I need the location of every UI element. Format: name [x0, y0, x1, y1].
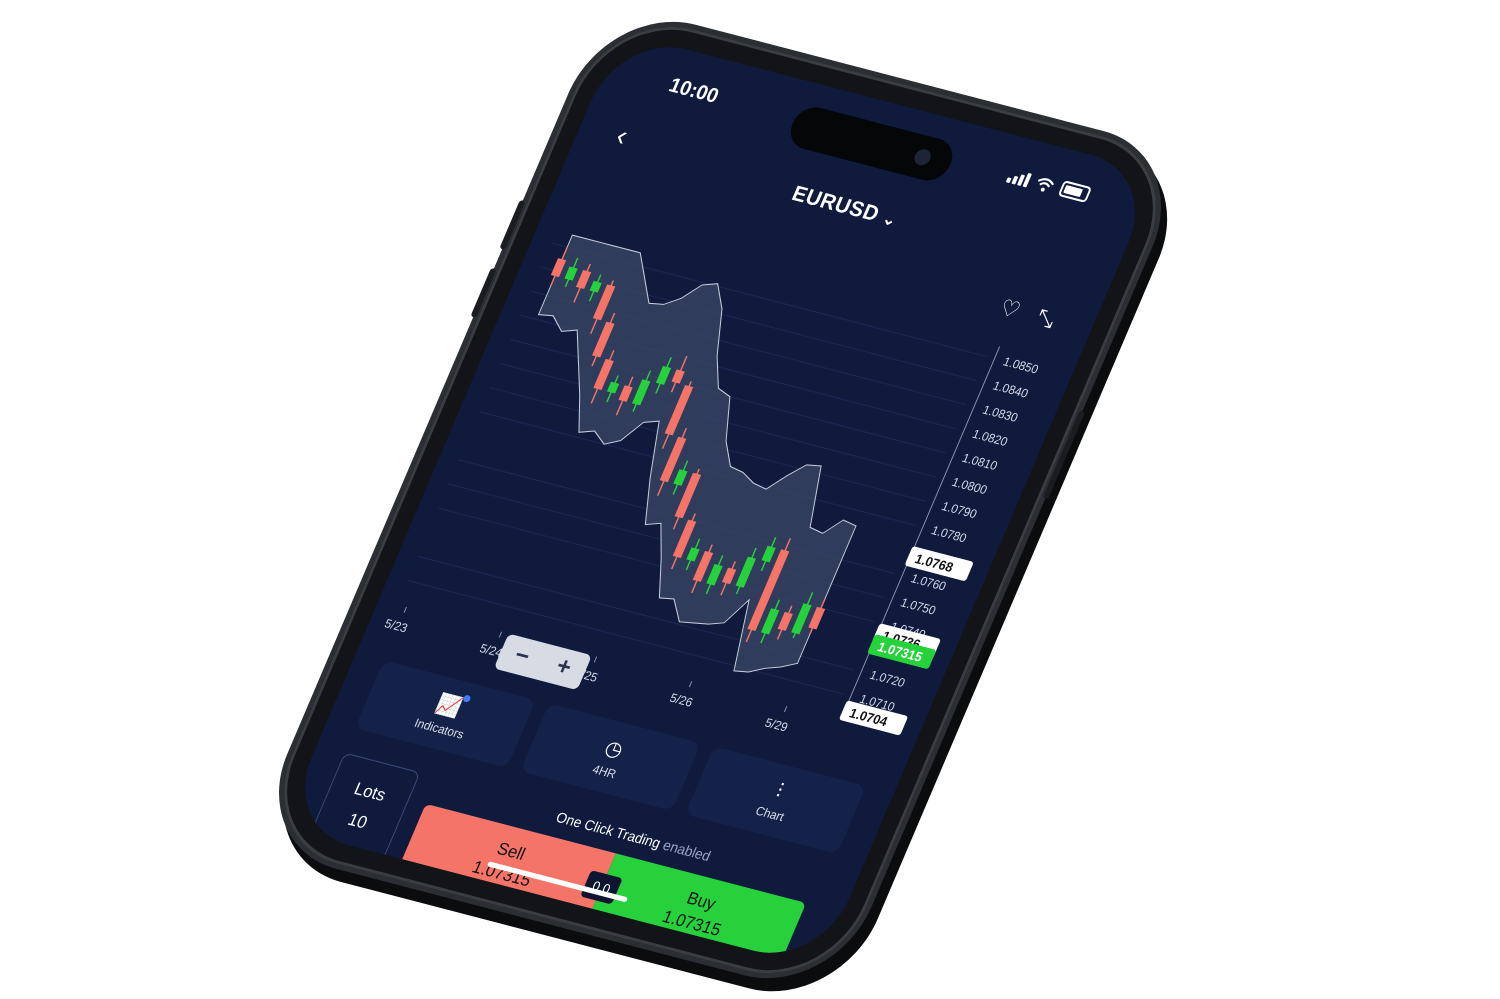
zoom-out-button[interactable]: −: [510, 641, 535, 671]
price-chart[interactable]: 1.08501.08401.08301.08201.08101.08001.07…: [364, 216, 1080, 774]
y-tick-label: 1.0830: [980, 403, 1020, 425]
price-marker: [905, 546, 973, 581]
tab-indicators-label: Indicators: [412, 715, 467, 742]
tab-indicators[interactable]: 📈 Indicators: [354, 660, 536, 768]
tab-timeframe-label: 4HR: [590, 761, 619, 781]
candle-body: [655, 365, 672, 385]
signal-icon: [1005, 169, 1032, 188]
candle-body: [618, 385, 633, 402]
candle-body: [593, 358, 614, 390]
status-time: 10:00: [665, 74, 722, 108]
x-tick: [783, 705, 788, 713]
y-tick-label: 1.0850: [1001, 354, 1041, 376]
grid-line: [407, 579, 844, 695]
indicators-icon: 📈: [432, 690, 473, 720]
x-tick-label: 5/29: [763, 715, 791, 734]
sell-label: Sell: [494, 838, 529, 864]
candle-body: [632, 379, 651, 406]
candle-body: [747, 549, 790, 631]
symbol-label: EURUSD: [788, 181, 883, 227]
x-tick: [593, 656, 598, 663]
y-tick-label: 1.0780: [929, 523, 969, 545]
lots-value: 10: [344, 809, 371, 833]
y-tick-label: 1.0820: [970, 427, 1010, 449]
x-tick: [403, 606, 408, 613]
price-marker: [867, 634, 936, 669]
x-tick: [688, 681, 693, 688]
app-screen: 10:00 ‹ EURUSD⌄ ♡ ⤡: [281, 32, 1159, 968]
candle-body: [721, 567, 737, 585]
collapse-arrows-icon[interactable]: ⤡: [1032, 303, 1060, 333]
candle-body: [735, 556, 756, 588]
y-tick-label: 1.0840: [991, 378, 1031, 400]
candle-body: [808, 606, 826, 630]
x-tick: [498, 631, 503, 638]
wifi-icon: [1037, 178, 1055, 192]
y-axis-line: [840, 346, 1001, 721]
candle-body: [686, 547, 700, 562]
x-tick-label: 5/26: [668, 691, 696, 710]
candle-body: [671, 369, 685, 384]
camera-icon: [911, 147, 934, 167]
candle-body: [692, 550, 714, 582]
candle-body: [575, 270, 592, 290]
candle-body: [760, 608, 780, 635]
y-tick-label: 1.0750: [898, 595, 938, 617]
x-tick-label: 5/23: [382, 616, 410, 635]
candle-body: [761, 545, 776, 563]
y-tick-label: 1.0790: [939, 499, 979, 521]
dynamic-island: [784, 102, 960, 185]
candle-body: [672, 519, 697, 558]
battery-icon: [1057, 180, 1093, 203]
tab-timeframe[interactable]: ◷ 4HR: [520, 703, 702, 811]
tab-chart-label: Chart: [753, 802, 787, 824]
candle-body: [664, 385, 694, 436]
oct-state: enabled: [660, 836, 714, 865]
candle-body: [791, 603, 812, 635]
candle-body: [589, 280, 602, 293]
favorite-heart-icon[interactable]: ♡: [995, 294, 1025, 324]
candle-body: [659, 436, 687, 483]
candle-body: [674, 472, 702, 519]
phone-mockup: 10:00 ‹ EURUSD⌄ ♡ ⤡: [254, 7, 1186, 993]
lots-label: Lots: [351, 778, 389, 806]
candle-body: [564, 266, 578, 281]
zoom-in-button[interactable]: +: [551, 652, 577, 682]
candle-body: [673, 469, 688, 486]
y-tick-label: 1.0720: [868, 668, 908, 690]
y-tick-label: 1.0800: [950, 475, 990, 497]
price-marker: [839, 700, 908, 736]
chevron-down-icon: ⌄: [879, 210, 900, 231]
candles-icon: ⫶: [772, 779, 787, 803]
status-icons: [1005, 167, 1093, 203]
clock-icon: ◷: [601, 736, 627, 762]
candle-body: [606, 381, 620, 394]
candle-body: [777, 611, 793, 631]
top-actions: ♡ ⤡: [995, 294, 1060, 333]
candle-body: [592, 284, 616, 321]
candle-body: [592, 321, 615, 358]
y-tick-label: 1.0810: [960, 451, 1000, 473]
buy-label: Buy: [684, 887, 720, 914]
tab-chart-type[interactable]: ⫶ Chart: [685, 746, 867, 854]
candle-body: [550, 258, 567, 278]
candle-body: [706, 564, 723, 586]
